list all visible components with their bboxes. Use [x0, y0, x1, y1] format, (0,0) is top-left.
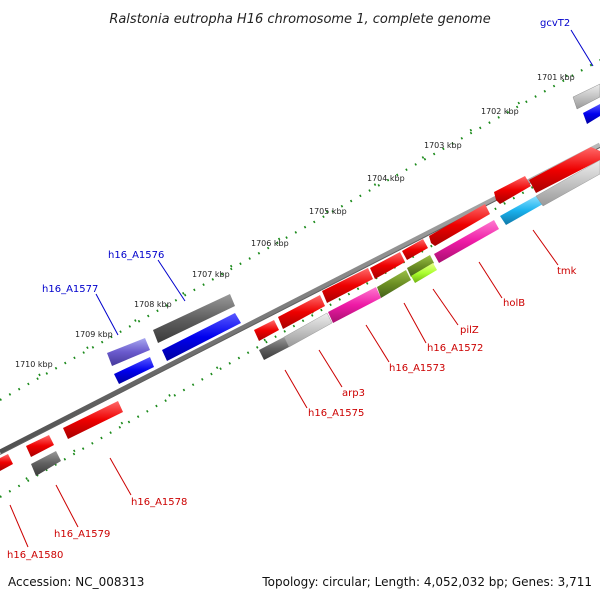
map-title: Ralstonia eutropha H16 chromosome 1, com…	[109, 12, 490, 27]
scale-label: 1710 kbp	[15, 360, 53, 369]
gene-feature	[402, 239, 428, 260]
gene-feature	[370, 252, 405, 279]
scale-label: 1702 kbp	[481, 107, 519, 116]
gene-labels-bottom: tmk holB pilZ h16_A1572 h16_A1573 arp3 h…	[7, 266, 577, 561]
scale-label: 1701 kbp	[537, 73, 575, 82]
gene-feature	[322, 268, 373, 303]
gene-feature-h16-a1580	[0, 454, 13, 471]
gene-feature-arp3	[283, 312, 333, 348]
scale-label: 1704 kbp	[367, 174, 405, 183]
gene-feature-h16-a1572	[377, 270, 411, 298]
gene-feature	[26, 435, 54, 457]
gene-label[interactable]: h16_A1573	[389, 363, 445, 374]
gene-features	[0, 83, 600, 476]
scale-labels: 1701 kbp 1702 kbp 1703 kbp 1704 kbp 1705…	[15, 73, 575, 369]
gene-feature-tmk	[500, 196, 543, 225]
gene-label[interactable]: holB	[503, 298, 525, 309]
gene-feature-h16-a1579	[31, 451, 61, 476]
gene-feature-h16-a1575	[259, 337, 289, 360]
gene-label[interactable]: gcvT2	[540, 18, 570, 29]
scale-label: 1705 kbp	[309, 207, 347, 216]
gene-feature	[494, 176, 531, 204]
gene-feature-gcvt2	[572, 83, 600, 110]
gene-label[interactable]: tmk	[557, 266, 577, 277]
gene-label[interactable]: h16_A1577	[42, 284, 98, 295]
gene-feature-h16-a1577	[107, 338, 150, 366]
gene-feature	[583, 104, 600, 124]
gene-label[interactable]: h16_A1575	[308, 408, 364, 419]
gene-labels-top: gcvT2 h16_A1576 h16_A1577	[42, 18, 570, 295]
topology-text: Topology: circular; Length: 4,052,032 bp…	[262, 575, 592, 589]
scale-label: 1707 kbp	[192, 270, 230, 279]
accession-text: Accession: NC_008313	[8, 575, 145, 589]
gene-feature-h16-a1578	[63, 401, 123, 439]
gene-feature	[535, 159, 600, 207]
gene-label[interactable]: pilZ	[460, 325, 479, 336]
gene-feature	[278, 295, 325, 329]
gene-feature-h16-a1576	[153, 294, 235, 343]
gene-feature	[162, 313, 241, 361]
gene-feature	[429, 204, 490, 246]
gene-feature-holb	[434, 220, 499, 263]
gene-label[interactable]: h16_A1579	[54, 529, 110, 540]
scale-label: 1703 kbp	[424, 141, 462, 150]
gene-feature	[529, 147, 600, 193]
gene-feature	[254, 320, 279, 341]
gene-label[interactable]: h16_A1576	[108, 250, 164, 261]
gene-feature-pilz	[411, 263, 437, 283]
gene-label[interactable]: arp3	[342, 388, 365, 399]
gene-label[interactable]: h16_A1572	[427, 343, 483, 354]
leader-lines-top	[95, 29, 594, 336]
scale-label: 1709 kbp	[75, 330, 113, 339]
gene-feature	[407, 255, 434, 277]
scale-label: 1708 kbp	[134, 300, 172, 309]
gene-feature-h16-a1573	[328, 287, 381, 323]
gene-label[interactable]: h16_A1580	[7, 550, 63, 561]
leader-lines-bottom	[9, 229, 559, 548]
gene-feature	[114, 357, 154, 384]
scale-label: 1706 kbp	[251, 239, 289, 248]
gene-label[interactable]: h16_A1578	[131, 497, 187, 508]
